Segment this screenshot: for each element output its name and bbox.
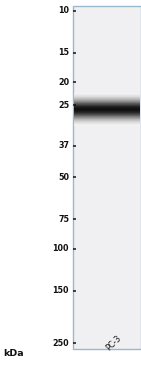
Text: 10: 10 [58, 6, 69, 15]
FancyBboxPatch shape [73, 6, 141, 349]
Text: kDa: kDa [3, 349, 23, 358]
Text: 250: 250 [52, 339, 69, 348]
Text: 100: 100 [53, 244, 69, 253]
Text: 20: 20 [58, 78, 69, 87]
Text: 50: 50 [58, 173, 69, 182]
Text: 15: 15 [58, 48, 69, 57]
Text: 150: 150 [53, 286, 69, 295]
Text: 37: 37 [58, 141, 69, 151]
Text: PC-3: PC-3 [104, 334, 123, 352]
Text: 75: 75 [58, 214, 69, 224]
Text: 25: 25 [58, 101, 69, 110]
